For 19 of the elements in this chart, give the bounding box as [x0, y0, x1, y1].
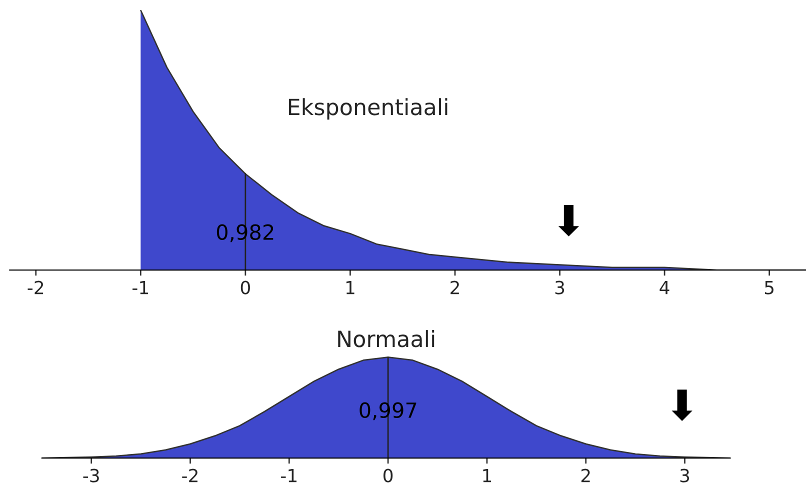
annotation: ⬇ [558, 204, 580, 236]
x-tick-label: -2 [28, 280, 44, 294]
x-tick-label: 3 [555, 280, 564, 294]
x-tick-label: 3 [680, 468, 690, 482]
x-tick-label: 1 [346, 280, 354, 294]
x-tick-label: -2 [182, 468, 198, 482]
text: Eksponentiaali [288, 98, 448, 120]
x-tick-label: 4 [660, 280, 670, 294]
x-tick-label: 0 [240, 280, 250, 294]
x-tick-label: -1 [132, 280, 148, 294]
chart-title: Normaali [338, 330, 434, 348]
x-tick-label: 2 [450, 280, 459, 294]
x-tick-label: -1 [281, 468, 296, 482]
x-tick-label: 1 [483, 468, 492, 482]
x-tick-label: 5 [764, 280, 774, 294]
x-tick-label: 0 [384, 468, 393, 482]
x-tick-label: -3 [83, 468, 99, 482]
x-tick-label: 2 [581, 468, 590, 482]
annotation: ⬇ [672, 390, 692, 421]
